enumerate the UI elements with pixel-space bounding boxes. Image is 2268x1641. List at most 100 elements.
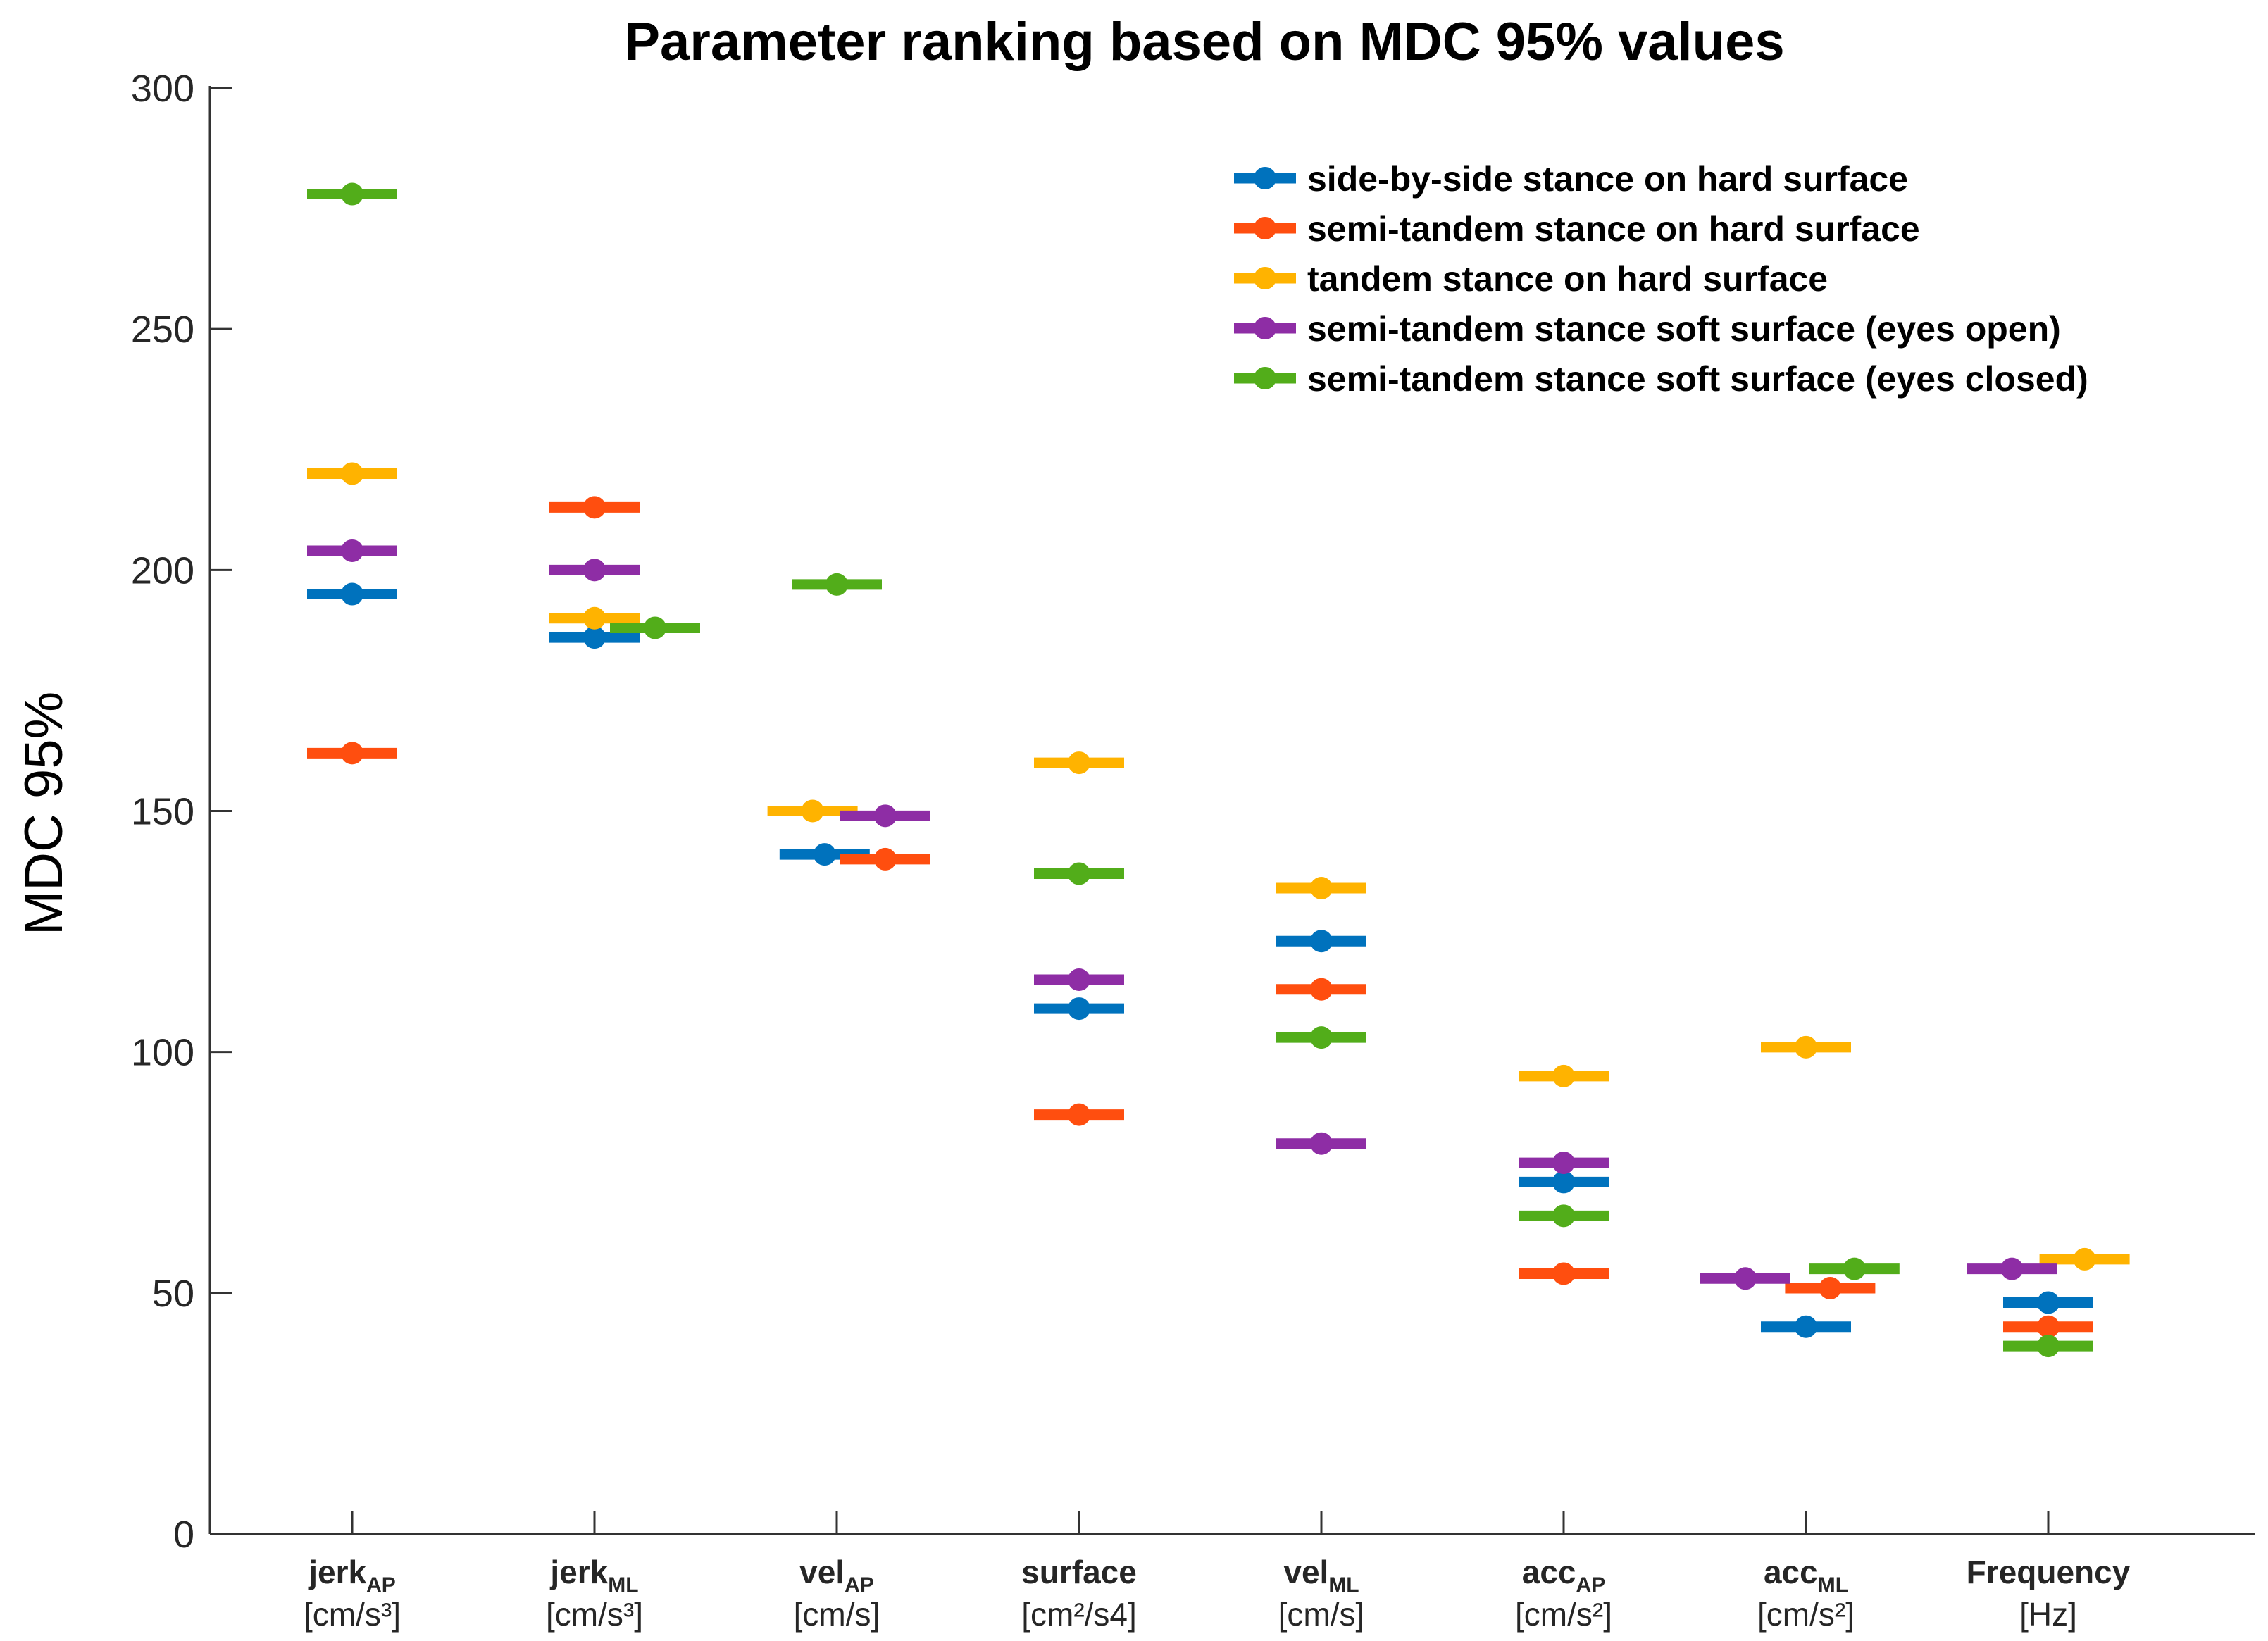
data-point-marker bbox=[825, 573, 848, 596]
data-point-marker bbox=[1795, 1315, 1817, 1338]
data-point-marker bbox=[1310, 1026, 1333, 1049]
x-ticks: jerkAP[cm/s³]jerkML[cm/s³]velAP[cm/s]sur… bbox=[304, 1511, 2131, 1633]
legend-item: semi-tandem stance soft surface (eyes op… bbox=[1234, 309, 2061, 349]
data-point-marker bbox=[1310, 1132, 1333, 1155]
data-point bbox=[1276, 978, 1366, 1001]
x-tick-label-subscript: ML bbox=[1818, 1573, 1848, 1597]
legend-item: semi-tandem stance on hard surface bbox=[1234, 209, 1920, 249]
legend-item: semi-tandem stance soft surface (eyes cl… bbox=[1234, 359, 2088, 399]
data-point bbox=[307, 539, 397, 562]
data-point-marker bbox=[2037, 1291, 2060, 1314]
x-tick-unit-label: [cm/s²] bbox=[1515, 1596, 1612, 1633]
data-point bbox=[792, 573, 882, 596]
y-axis-label: MDC 95% bbox=[14, 692, 74, 935]
data-point bbox=[1276, 930, 1366, 953]
legend-label: side-by-side stance on hard surface bbox=[1307, 159, 1908, 199]
x-tick-unit-label: [cm²/s4] bbox=[1021, 1596, 1137, 1633]
legend-swatch-marker bbox=[1254, 317, 1276, 339]
legend-swatch-marker bbox=[1254, 167, 1276, 189]
data-point bbox=[1761, 1035, 1851, 1059]
x-tick-label-name: acc bbox=[1522, 1554, 1576, 1590]
data-point bbox=[2039, 1247, 2130, 1271]
data-point-marker bbox=[1552, 1064, 1575, 1087]
legend-item: side-by-side stance on hard surface bbox=[1234, 159, 1908, 199]
x-tick-label-subscript: AP bbox=[845, 1573, 874, 1597]
x-tick-unit-label: [cm/s³] bbox=[304, 1596, 401, 1633]
x-tick-unit-label: [cm/s] bbox=[794, 1596, 880, 1633]
data-point-marker bbox=[2073, 1247, 2096, 1271]
legend: side-by-side stance on hard surface semi-… bbox=[1234, 159, 2088, 399]
data-point bbox=[2003, 1335, 2093, 1358]
data-point-marker bbox=[1734, 1267, 1757, 1290]
data-point bbox=[1785, 1276, 1876, 1299]
x-tick-label-subscript: ML bbox=[608, 1573, 638, 1597]
legend-swatch-marker bbox=[1254, 367, 1276, 389]
data-point bbox=[307, 582, 397, 606]
data-point bbox=[549, 626, 640, 649]
data-point bbox=[610, 616, 700, 639]
data-point bbox=[549, 559, 640, 582]
y-tick-label: 50 bbox=[152, 1273, 194, 1315]
data-point-marker bbox=[583, 559, 606, 582]
data-point bbox=[1276, 876, 1366, 899]
data-point-marker bbox=[1552, 1152, 1575, 1175]
data-point-marker bbox=[1068, 1103, 1090, 1126]
data-point bbox=[1276, 1026, 1366, 1049]
data-point bbox=[1519, 1171, 1609, 1194]
data-point bbox=[307, 462, 397, 485]
y-tick-label: 150 bbox=[131, 791, 194, 833]
data-point bbox=[1700, 1267, 1790, 1290]
data-point bbox=[1519, 1204, 1609, 1228]
data-point-marker bbox=[1310, 876, 1333, 899]
data-point bbox=[1809, 1257, 1900, 1280]
data-point-marker bbox=[341, 742, 363, 765]
data-point bbox=[1519, 1262, 1609, 1285]
legend-label: semi-tandem stance soft surface (eyes cl… bbox=[1307, 359, 2088, 399]
x-tick-label: velML bbox=[1283, 1554, 1359, 1597]
data-point-marker bbox=[1068, 997, 1090, 1021]
x-tick-label-name: acc bbox=[1764, 1554, 1818, 1590]
data-point bbox=[2003, 1315, 2093, 1338]
data-point bbox=[549, 496, 640, 519]
data-point-marker bbox=[2037, 1335, 2060, 1358]
data-point-marker bbox=[1310, 978, 1333, 1001]
data-point-marker bbox=[341, 539, 363, 562]
data-point-marker bbox=[341, 462, 363, 485]
x-tick-label-name: jerk bbox=[308, 1554, 366, 1590]
legend-swatch-marker bbox=[1254, 217, 1276, 239]
y-tick-label: 200 bbox=[131, 549, 194, 592]
x-tick-label-name: Frequency bbox=[1967, 1554, 2131, 1590]
chart-title: Parameter ranking based on MDC 95% value… bbox=[624, 12, 1784, 72]
legend-label: semi-tandem stance on hard surface bbox=[1307, 209, 1920, 249]
data-point-marker bbox=[873, 847, 897, 871]
data-point bbox=[1519, 1152, 1609, 1175]
x-tick-label-name: vel bbox=[1283, 1554, 1328, 1590]
data-point-marker bbox=[1795, 1035, 1817, 1059]
data-point bbox=[307, 182, 397, 206]
data-point-marker bbox=[341, 582, 363, 606]
y-tick-label: 300 bbox=[131, 68, 194, 110]
data-point-marker bbox=[1552, 1171, 1575, 1194]
data-point-marker bbox=[644, 616, 666, 639]
data-point bbox=[1519, 1064, 1609, 1087]
data-point-marker bbox=[873, 804, 897, 828]
x-tick-label: accML bbox=[1764, 1554, 1848, 1597]
data-point-marker bbox=[341, 182, 363, 206]
x-tick-label-name: surface bbox=[1021, 1554, 1137, 1590]
x-tick-label: jerkML bbox=[549, 1554, 638, 1597]
x-tick-unit-label: [cm/s³] bbox=[546, 1596, 643, 1633]
data-point bbox=[2003, 1291, 2093, 1314]
y-ticks: 0 50 100 150 200 250 300 bbox=[131, 68, 232, 1556]
x-tick-label: jerkAP bbox=[308, 1554, 396, 1597]
x-tick-label-subscript: AP bbox=[1576, 1573, 1606, 1597]
data-point bbox=[1761, 1315, 1851, 1338]
data-point bbox=[1034, 862, 1124, 885]
data-point bbox=[549, 606, 640, 630]
data-point bbox=[1034, 968, 1124, 992]
y-tick-label: 250 bbox=[131, 308, 194, 351]
data-point-marker bbox=[813, 843, 836, 866]
data-point-marker bbox=[583, 626, 606, 649]
data-point bbox=[1967, 1257, 2057, 1280]
data-point-marker bbox=[2000, 1257, 2024, 1280]
data-point-marker bbox=[1843, 1257, 1866, 1280]
